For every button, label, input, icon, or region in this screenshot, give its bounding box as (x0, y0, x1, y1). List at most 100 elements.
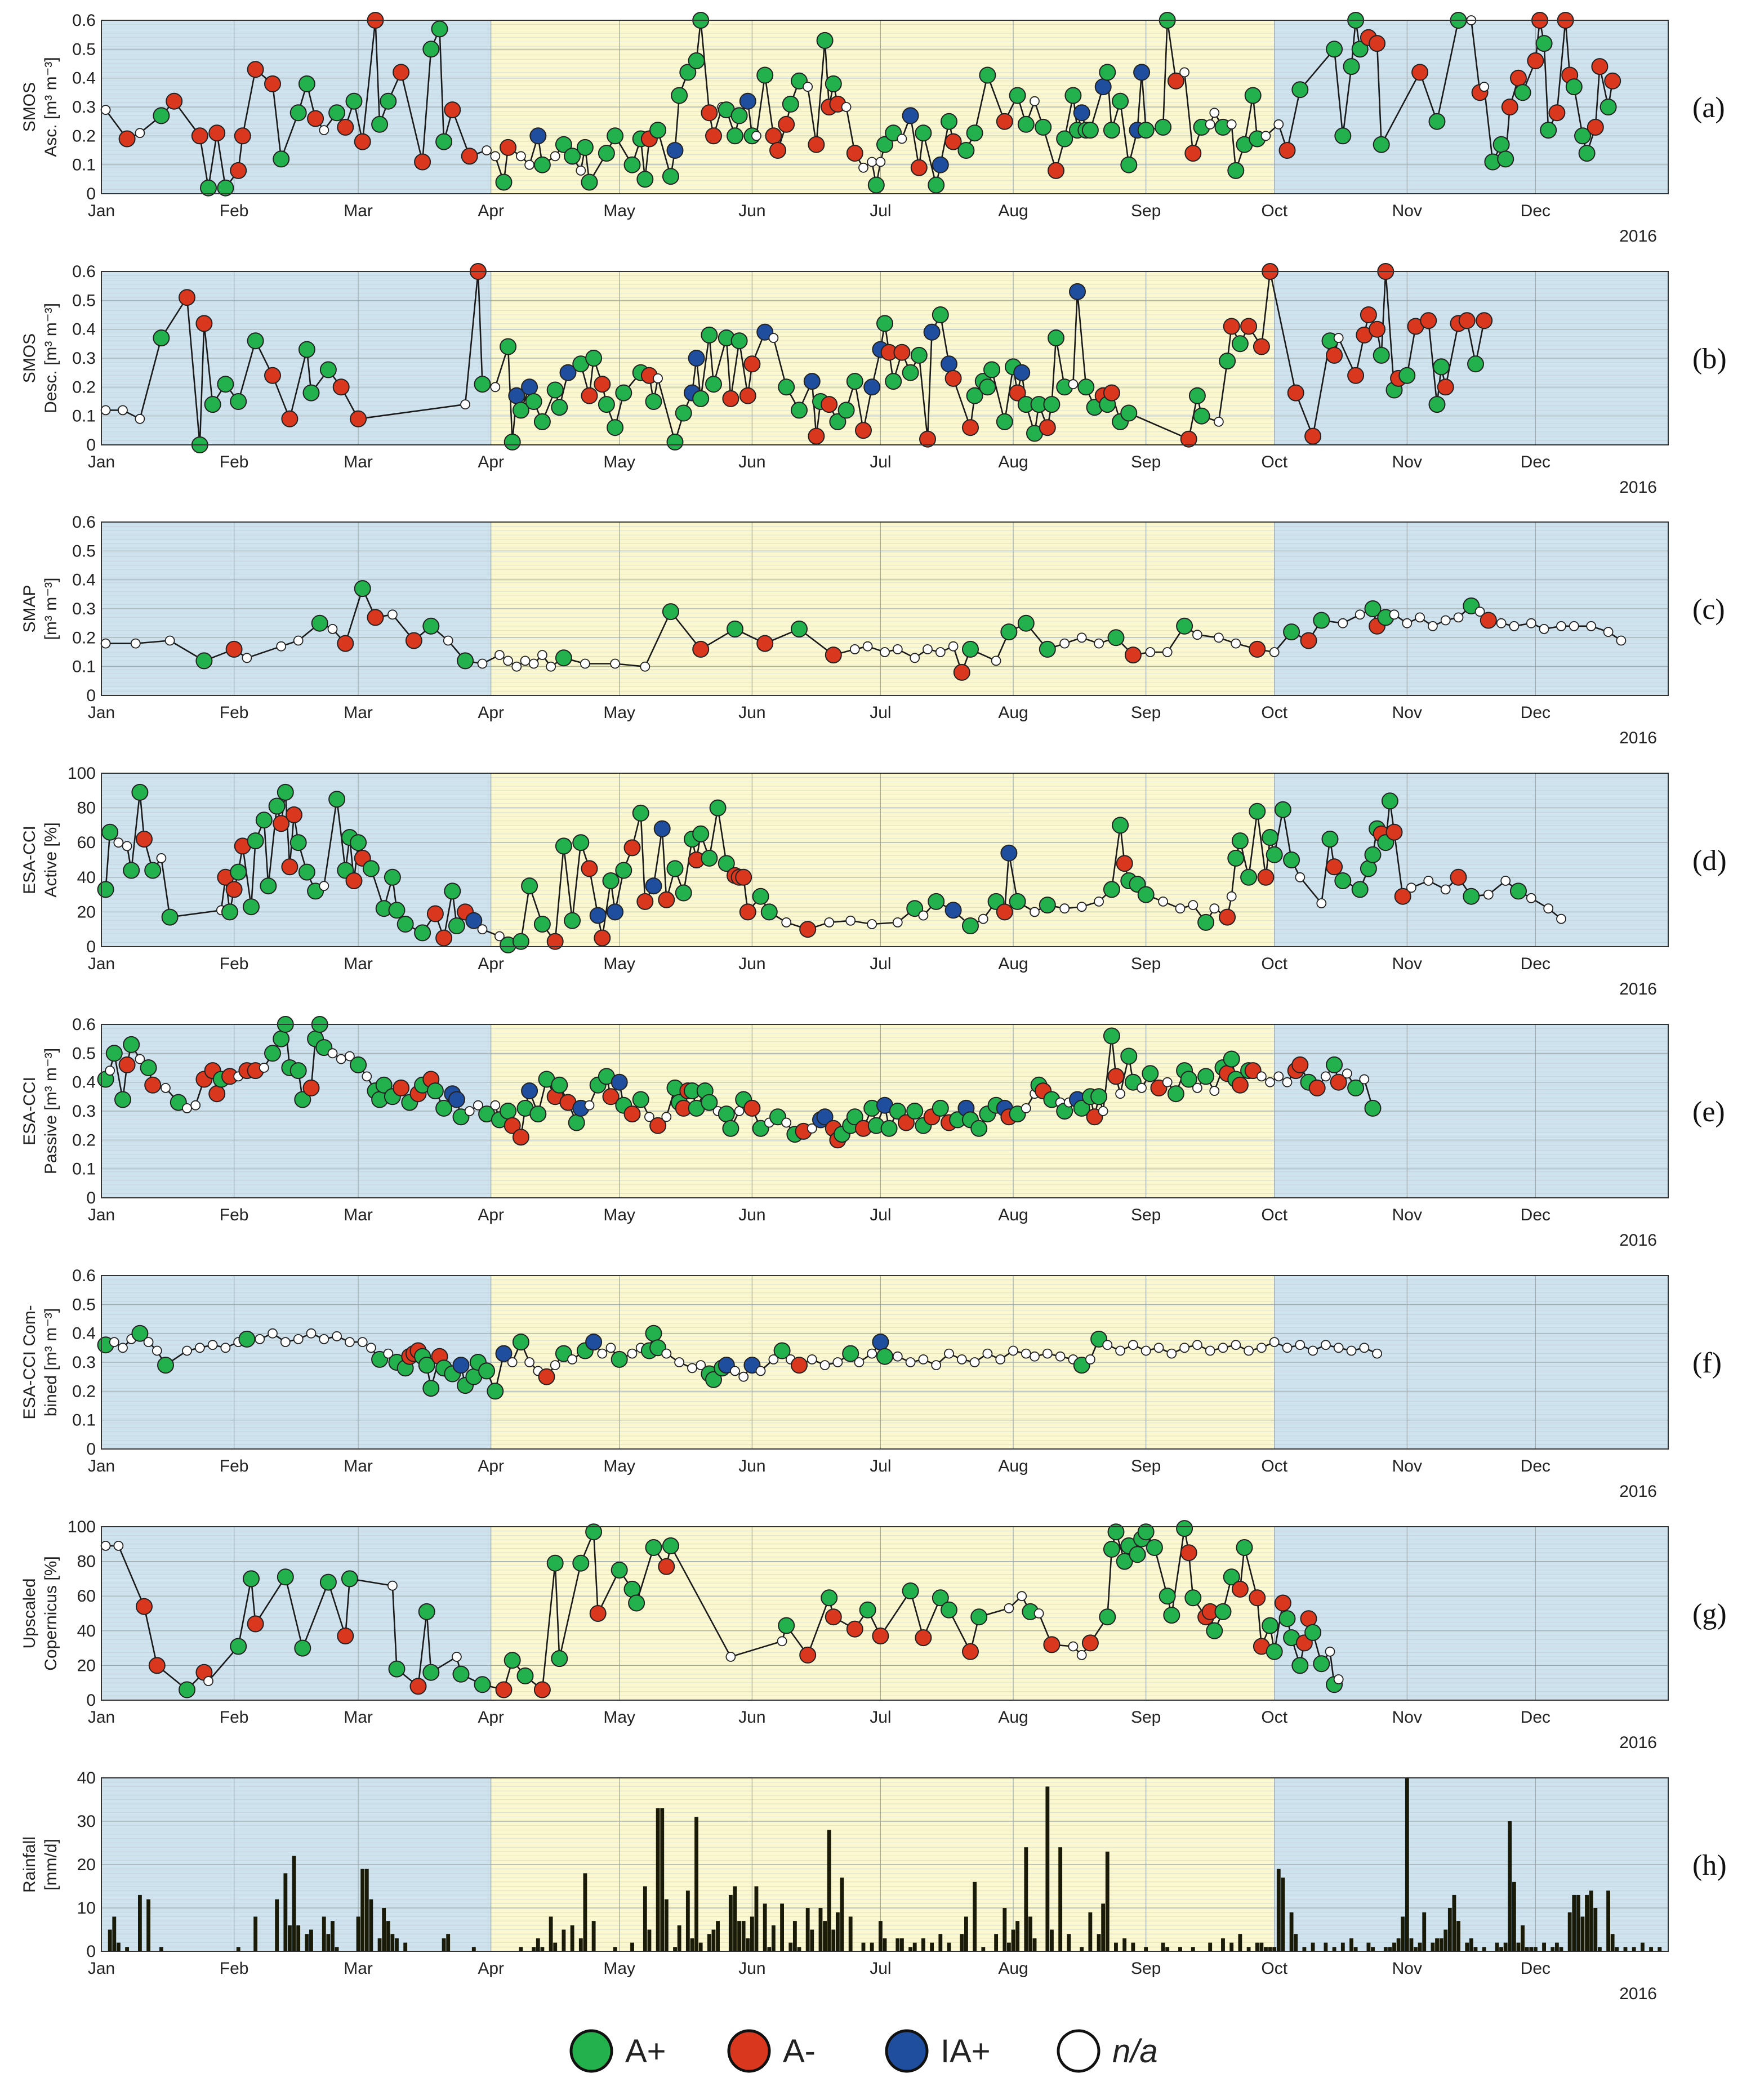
data-point-aplus (825, 75, 842, 92)
y-tick-label: 0.4 (72, 571, 96, 590)
data-point-na (1179, 1343, 1190, 1353)
data-point-na (1440, 615, 1451, 626)
data-point-na (1192, 1083, 1202, 1093)
data-point-iaplus (645, 877, 662, 895)
rainfall-bar (883, 1938, 887, 1951)
data-point-aplus (153, 107, 170, 124)
data-point-aminus (944, 369, 962, 387)
data-point-aplus (880, 1120, 898, 1137)
data-point-aplus (1137, 122, 1155, 139)
data-point-aplus (345, 92, 363, 110)
data-point-aplus (1103, 881, 1120, 898)
data-point-iaplus (816, 1108, 834, 1126)
x-tick-label: Apr (478, 703, 504, 722)
data-point-aplus (585, 350, 603, 367)
rainfall-bar (656, 1808, 660, 1951)
x-tick-label: Mar (344, 202, 373, 220)
data-point-na (336, 1054, 346, 1064)
y-tick-label: 0.5 (72, 542, 96, 560)
data-point-aplus (221, 903, 238, 921)
panel-label: (d) (1692, 845, 1727, 877)
y-tick-label: 0.6 (72, 513, 96, 532)
data-point-aminus (915, 1629, 932, 1647)
data-point-na (443, 635, 453, 646)
data-point-na (482, 145, 492, 155)
data-point-aminus (1257, 868, 1275, 886)
rainfall-bar (553, 1942, 558, 1951)
data-point-na (824, 917, 835, 928)
data-point-na (995, 1354, 1006, 1365)
data-point-aplus (1313, 1655, 1330, 1673)
data-point-aplus (623, 156, 641, 173)
data-point-na (1017, 1591, 1027, 1602)
data-point-aminus (701, 104, 718, 122)
rainfall-bar (1452, 1894, 1456, 1951)
data-point-aplus (1433, 358, 1450, 376)
rainfall-bar (1469, 1938, 1473, 1951)
panel-label: (e) (1692, 1096, 1725, 1128)
data-point-na (584, 1100, 595, 1111)
data-point-na (1162, 647, 1173, 657)
data-point-na (580, 658, 590, 669)
year-label: 2016 (1619, 1985, 1657, 2003)
data-point-na (1055, 1351, 1066, 1362)
y-tick-label: 0.2 (72, 127, 96, 145)
data-point-aplus (1231, 832, 1249, 850)
rainfall-bar (583, 1873, 587, 1951)
data-point-aplus (645, 393, 662, 410)
data-point-aplus (512, 1334, 529, 1351)
data-point-aminus (393, 64, 410, 81)
data-point-na (892, 644, 903, 654)
data-point-aplus (876, 1348, 893, 1365)
data-point-na (1616, 635, 1627, 646)
x-tick-label: Aug (998, 1959, 1028, 1978)
data-point-aminus (247, 1615, 264, 1633)
x-tick-label: Mar (344, 1206, 373, 1224)
data-point-aplus (153, 329, 170, 347)
data-point-na (1423, 876, 1434, 886)
data-point-aminus (623, 1105, 641, 1123)
data-point-na (383, 1348, 394, 1359)
data-point-aminus (1231, 1076, 1249, 1094)
rainfall-bar (1542, 1942, 1546, 1951)
rainfall-bar (1332, 1947, 1336, 1951)
data-point-aplus (1223, 1050, 1240, 1068)
rainfall-bar (964, 1916, 968, 1951)
x-tick-label: Sep (1131, 955, 1161, 973)
rainfall-bar (870, 1942, 874, 1951)
y-tick-label: 20 (77, 1856, 96, 1874)
rainfall-bar (1229, 1942, 1234, 1951)
data-point-aminus (538, 1368, 555, 1385)
data-point-iaplus (666, 142, 684, 159)
y-tick-label: 0.2 (72, 1382, 96, 1401)
data-point-aplus (1574, 127, 1591, 145)
data-point-aminus (649, 1117, 667, 1134)
rainfall-bar (1396, 1938, 1401, 1951)
rainfall-bar (711, 1929, 716, 1951)
rainfall-bar (1003, 1908, 1007, 1951)
rainfall-bar (296, 1925, 301, 1951)
data-point-aplus (941, 1601, 957, 1619)
data-point-aplus (533, 916, 551, 933)
data-point-aminus (791, 1357, 808, 1374)
panel-c: 0 0.1 0.2 0.3 0.4 0.5 0.6 Jan Feb Mar Apr May Jun Jul… (20, 513, 1725, 747)
x-tick-label: Jan (88, 1959, 115, 1978)
data-point-iaplus (1133, 64, 1151, 81)
panel-label: (h) (1692, 1849, 1727, 1881)
x-tick-label: Jul (870, 955, 891, 973)
data-point-na (143, 1337, 154, 1348)
y-tick-label: 0 (86, 686, 96, 705)
data-point-na (1586, 621, 1597, 631)
data-point-aplus (230, 1638, 247, 1655)
data-point-na (661, 1112, 672, 1122)
x-tick-label: Jan (88, 1206, 115, 1224)
x-tick-label: Jun (738, 453, 765, 471)
x-tick-label: Sep (1131, 202, 1161, 220)
data-point-aplus (1578, 145, 1596, 162)
data-point-na (653, 373, 663, 384)
data-point-aplus (1313, 612, 1330, 629)
data-point-na (1316, 898, 1327, 908)
y-axis-label: bined [m³ m⁻³] (42, 1308, 60, 1417)
x-tick-label: Aug (998, 955, 1028, 973)
